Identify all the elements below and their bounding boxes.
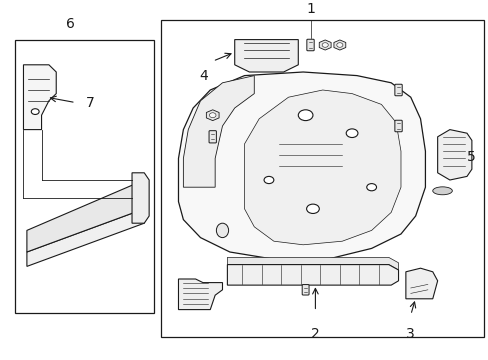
Ellipse shape <box>216 223 228 238</box>
Polygon shape <box>437 130 471 180</box>
Polygon shape <box>319 40 330 50</box>
Polygon shape <box>27 180 144 252</box>
Circle shape <box>31 109 39 114</box>
FancyBboxPatch shape <box>302 284 308 295</box>
Circle shape <box>336 43 342 47</box>
Polygon shape <box>183 76 254 187</box>
FancyBboxPatch shape <box>394 120 401 132</box>
Polygon shape <box>23 65 56 130</box>
Polygon shape <box>132 173 149 223</box>
Polygon shape <box>178 279 222 310</box>
Polygon shape <box>206 110 219 121</box>
Text: 3: 3 <box>406 327 414 341</box>
Text: 7: 7 <box>85 96 94 109</box>
Text: 5: 5 <box>466 150 475 163</box>
Ellipse shape <box>432 187 451 195</box>
FancyBboxPatch shape <box>394 84 401 96</box>
Polygon shape <box>333 40 345 50</box>
Text: 4: 4 <box>199 69 207 82</box>
Circle shape <box>306 204 319 213</box>
Circle shape <box>366 184 376 191</box>
Polygon shape <box>405 268 437 299</box>
Text: 2: 2 <box>310 327 319 341</box>
Bar <box>161 20 483 337</box>
Polygon shape <box>27 209 144 266</box>
Circle shape <box>264 176 273 184</box>
Circle shape <box>209 113 216 118</box>
Circle shape <box>346 129 357 138</box>
Polygon shape <box>178 72 425 259</box>
Polygon shape <box>227 257 398 270</box>
Circle shape <box>322 43 327 47</box>
Text: 6: 6 <box>66 17 75 31</box>
Polygon shape <box>244 90 400 245</box>
Polygon shape <box>227 265 398 285</box>
Polygon shape <box>234 40 298 72</box>
Text: 1: 1 <box>305 2 314 16</box>
FancyBboxPatch shape <box>306 39 314 51</box>
Bar <box>15 40 154 313</box>
FancyBboxPatch shape <box>209 131 216 143</box>
Circle shape <box>298 110 312 121</box>
